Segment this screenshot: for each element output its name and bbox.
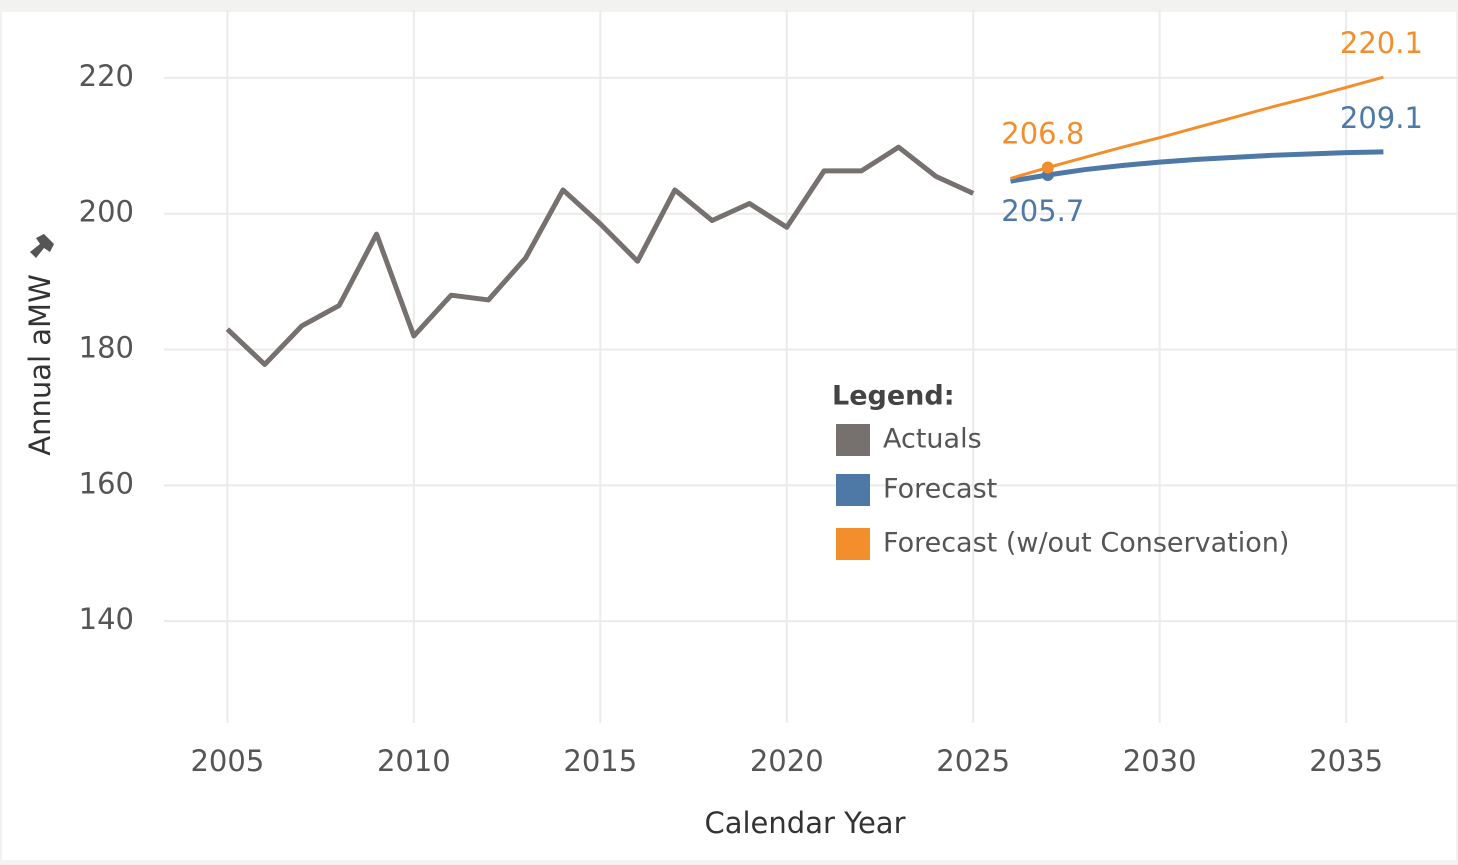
x-tick-label: 2025 [936,744,1010,778]
legend-swatch [836,474,870,506]
legend-label: Actuals [883,424,982,455]
y-tick-label: 200 [79,195,134,229]
grid [164,10,1458,723]
legend-swatch [836,528,870,560]
legend-label: Forecast (w/out Conservation) [883,528,1289,559]
x-tick-label: 2005 [190,744,264,778]
y-tick-label: 220 [79,59,134,93]
data-label: 209.1 [1340,101,1423,135]
point [1041,161,1054,174]
series-line [1010,75,1384,180]
legend-label: Forecast [883,474,997,505]
pin-icon [30,234,54,258]
y-tick-label: 140 [79,602,134,636]
plot-background [2,12,1456,860]
data-label: 205.7 [1001,194,1084,228]
x-tick-label: 2010 [377,744,451,778]
x-tick-label: 2020 [750,744,824,778]
y-tick-label: 180 [79,331,134,365]
series-line [225,144,975,367]
data-label: 220.1 [1340,26,1423,60]
x-tick-label: 2030 [1123,744,1197,778]
x-axis-title: Calendar Year [704,806,905,840]
x-tick-label: 2015 [563,744,637,778]
x-tick-label: 2035 [1309,744,1383,778]
marks [225,75,1384,367]
y-tick-label: 160 [79,466,134,500]
y-axis-title: Annual aMW [23,274,57,456]
series-line [1010,149,1384,184]
data-label: 206.8 [1001,117,1084,151]
legend-title: Legend: [832,381,955,412]
legend-swatch [836,424,870,456]
